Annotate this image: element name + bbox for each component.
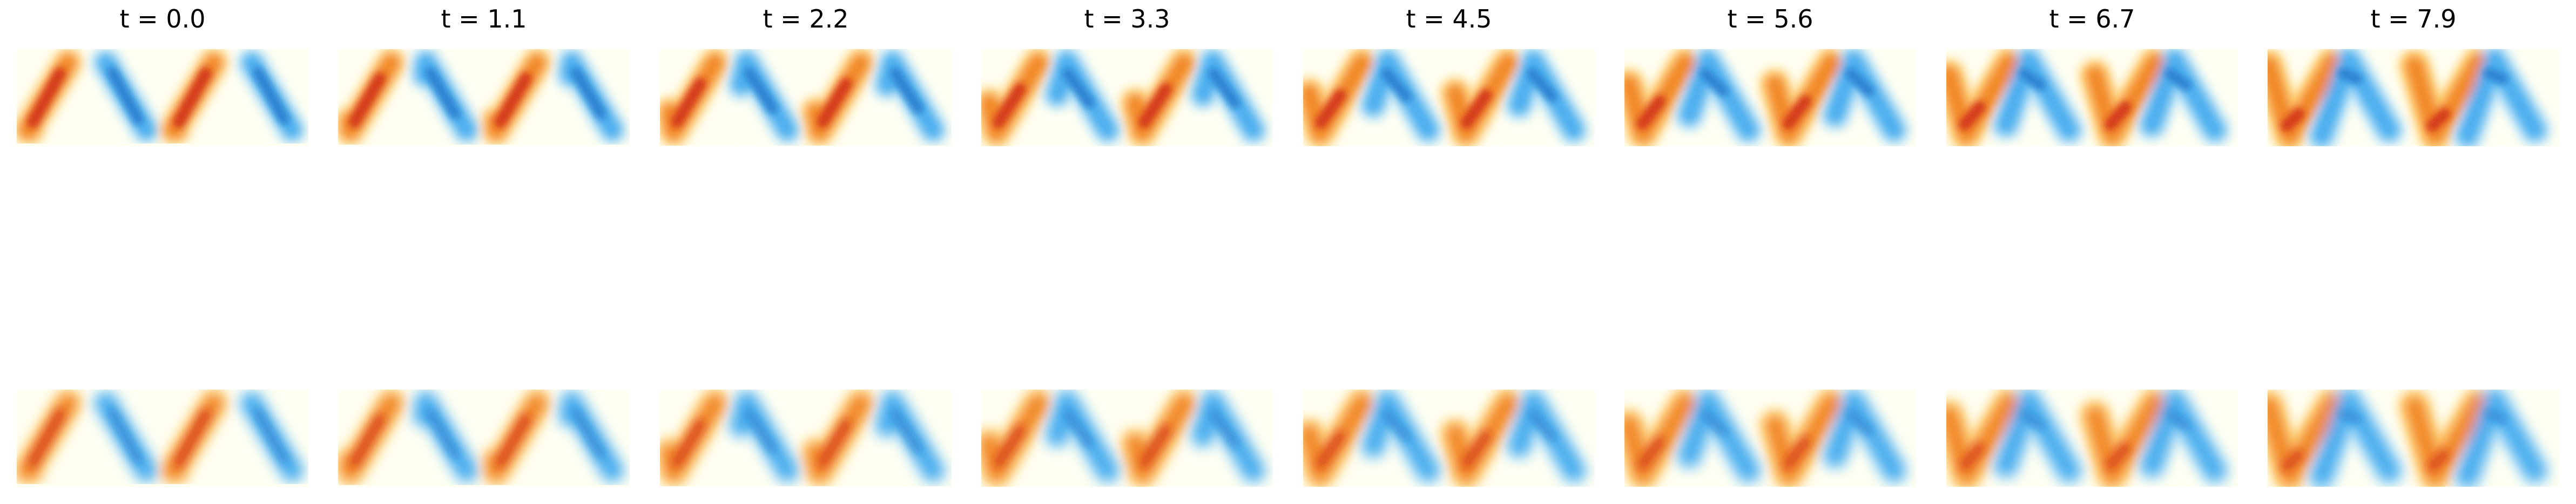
bottom-row-panel	[2268, 390, 2559, 487]
snapshot-column-7: t = 6.7	[1946, 0, 2238, 504]
heatmap-panel	[981, 49, 1273, 146]
snapshot-title: t = 7.9	[2370, 4, 2457, 33]
snapshot-column-6: t = 5.6	[1624, 0, 1916, 504]
snapshot-title: t = 0.0	[119, 4, 206, 33]
heatmap-panel	[1946, 390, 2238, 487]
top-row-panel	[660, 49, 952, 146]
bottom-row-panel	[1624, 390, 1916, 487]
snapshot-column-2: t = 1.1	[338, 0, 630, 504]
heatmap-panel	[1624, 390, 1916, 487]
snapshot-title: t = 5.6	[1727, 4, 1813, 33]
heatmap-panel	[660, 49, 952, 146]
heatmap-panel	[338, 49, 630, 146]
top-row-panel	[17, 49, 308, 146]
heatmap-panel	[2268, 49, 2559, 146]
heatmap-panel	[338, 390, 630, 487]
top-row-panel	[2268, 49, 2559, 146]
heatmap-panel	[2268, 390, 2559, 487]
top-row-panel	[1303, 49, 1595, 146]
bottom-row-panel	[660, 390, 952, 487]
heatmap-panel	[981, 390, 1273, 487]
top-row-panel	[981, 49, 1273, 146]
snapshot-title: t = 4.5	[1406, 4, 1492, 33]
heatmap-panel	[1303, 390, 1595, 487]
bottom-row-panel	[1303, 390, 1595, 487]
top-row-panel	[1946, 49, 2238, 146]
snapshot-title: t = 3.3	[1084, 4, 1170, 33]
heatmap-panel	[1624, 49, 1916, 146]
heatmap-panel	[1303, 49, 1595, 146]
bottom-row-panel	[1946, 390, 2238, 487]
top-row-panel	[338, 49, 630, 146]
snapshot-column-8: t = 7.9	[2268, 0, 2559, 504]
heatmap-panel	[660, 390, 952, 487]
snapshot-column-5: t = 4.5	[1303, 0, 1595, 504]
snapshot-title: t = 2.2	[763, 4, 849, 33]
heatmap-panel	[1946, 49, 2238, 146]
heatmap-panel	[17, 390, 308, 487]
bottom-row-panel	[981, 390, 1273, 487]
bottom-row-panel	[338, 390, 630, 487]
heatmap-panel	[17, 49, 308, 146]
snapshot-column-3: t = 2.2	[660, 0, 952, 504]
top-row-panel	[1624, 49, 1916, 146]
snapshot-title: t = 6.7	[2049, 4, 2135, 33]
bottom-row-panel	[17, 390, 308, 487]
snapshot-column-1: t = 0.0	[17, 0, 308, 504]
snapshot-column-4: t = 3.3	[981, 0, 1273, 504]
snapshot-title: t = 1.1	[441, 4, 527, 33]
